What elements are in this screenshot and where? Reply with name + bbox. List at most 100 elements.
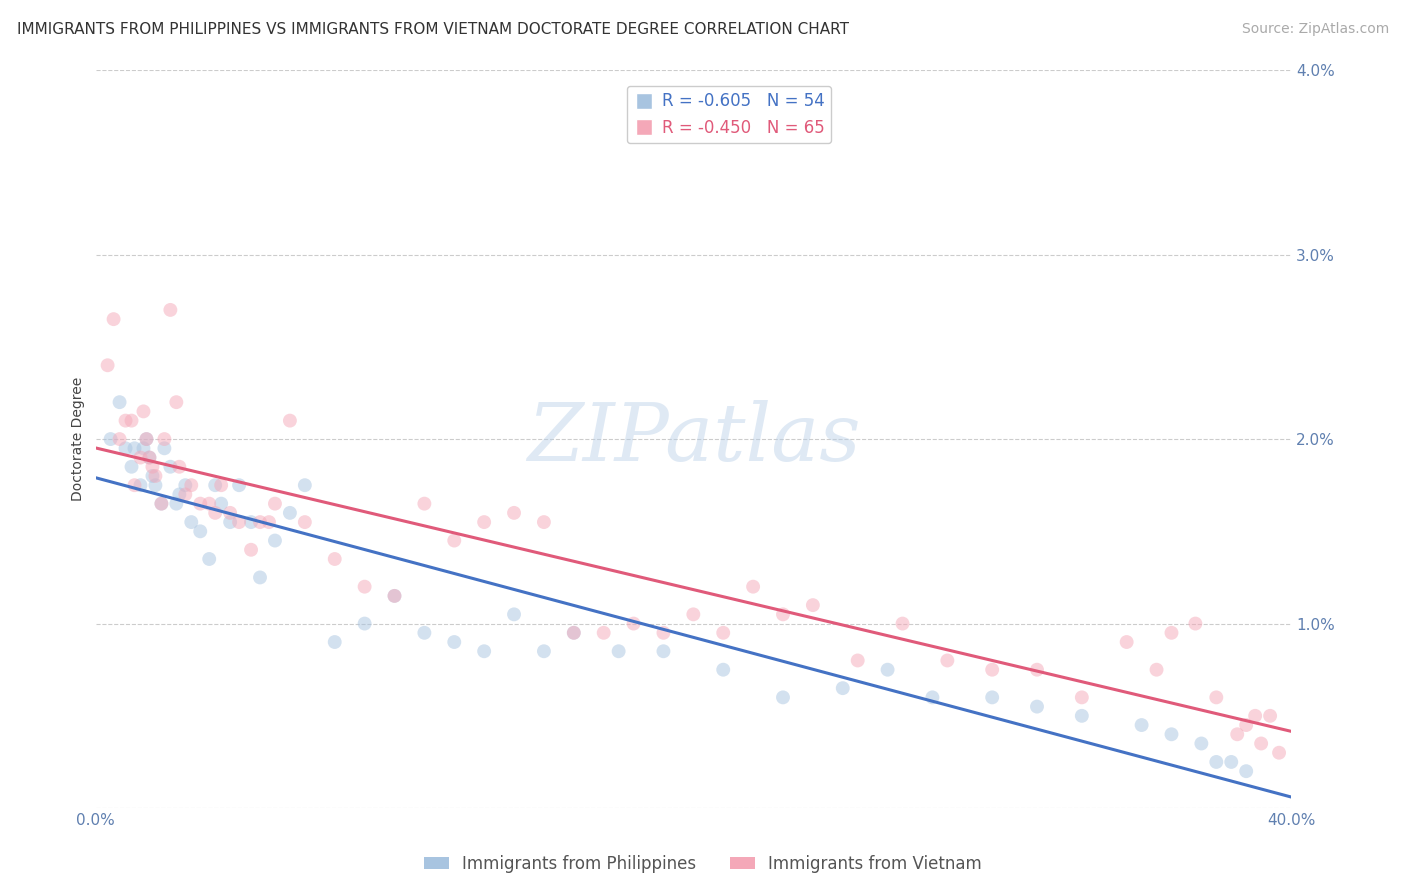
- Point: [831, 681, 853, 695]
- Point: [219, 506, 242, 520]
- Point: [384, 589, 406, 603]
- Point: [592, 625, 614, 640]
- Point: [219, 515, 242, 529]
- Point: [188, 524, 211, 539]
- Point: [108, 432, 131, 446]
- Point: [323, 635, 346, 649]
- Point: [150, 497, 173, 511]
- Point: [443, 635, 465, 649]
- Point: [472, 644, 495, 658]
- Point: [264, 533, 287, 548]
- Point: [180, 515, 202, 529]
- Point: [121, 459, 143, 474]
- Point: [174, 487, 197, 501]
- Point: [1184, 616, 1206, 631]
- Text: Source: ZipAtlas.com: Source: ZipAtlas.com: [1241, 22, 1389, 37]
- Point: [1160, 625, 1182, 640]
- Point: [121, 414, 143, 428]
- Point: [503, 607, 526, 622]
- Point: [108, 395, 131, 409]
- Point: [129, 450, 152, 465]
- Point: [1070, 708, 1092, 723]
- Point: [623, 616, 645, 631]
- Point: [257, 515, 280, 529]
- Point: [294, 515, 316, 529]
- Point: [124, 442, 146, 456]
- Point: [562, 625, 585, 640]
- Point: [294, 478, 316, 492]
- Point: [132, 404, 155, 418]
- Point: [1160, 727, 1182, 741]
- Point: [278, 414, 301, 428]
- Point: [846, 653, 869, 667]
- Point: [921, 690, 943, 705]
- Point: [278, 506, 301, 520]
- Point: [138, 450, 160, 465]
- Point: [876, 663, 898, 677]
- Point: [711, 663, 734, 677]
- Point: [981, 690, 1004, 705]
- Point: [936, 653, 959, 667]
- Legend: R = -0.605   N = 54, R = -0.450   N = 65: R = -0.605 N = 54, R = -0.450 N = 65: [627, 86, 831, 144]
- Point: [150, 497, 173, 511]
- Point: [159, 302, 181, 317]
- Point: [141, 469, 163, 483]
- Point: [132, 442, 155, 456]
- Point: [772, 690, 794, 705]
- Point: [413, 497, 436, 511]
- Point: [1234, 718, 1257, 732]
- Point: [135, 432, 157, 446]
- Point: [174, 478, 197, 492]
- Point: [129, 478, 152, 492]
- Point: [652, 644, 675, 658]
- Point: [114, 442, 136, 456]
- Point: [981, 663, 1004, 677]
- Point: [249, 515, 271, 529]
- Point: [114, 414, 136, 428]
- Point: [742, 580, 765, 594]
- Point: [169, 459, 191, 474]
- Point: [533, 515, 555, 529]
- Text: ZIPatlas: ZIPatlas: [527, 401, 860, 478]
- Point: [1146, 663, 1168, 677]
- Point: [801, 598, 824, 612]
- Point: [153, 432, 176, 446]
- Point: [503, 506, 526, 520]
- Y-axis label: Doctorate Degree: Doctorate Degree: [72, 377, 86, 501]
- Point: [891, 616, 914, 631]
- Point: [413, 625, 436, 640]
- Point: [1115, 635, 1137, 649]
- Point: [188, 497, 211, 511]
- Point: [1205, 755, 1227, 769]
- Point: [384, 589, 406, 603]
- Point: [159, 459, 181, 474]
- Point: [204, 506, 226, 520]
- Legend: Immigrants from Philippines, Immigrants from Vietnam: Immigrants from Philippines, Immigrants …: [418, 848, 988, 880]
- Text: IMMIGRANTS FROM PHILIPPINES VS IMMIGRANTS FROM VIETNAM DOCTORATE DEGREE CORRELAT: IMMIGRANTS FROM PHILIPPINES VS IMMIGRANT…: [17, 22, 849, 37]
- Point: [165, 497, 187, 511]
- Point: [124, 478, 146, 492]
- Point: [138, 450, 160, 465]
- Point: [145, 478, 167, 492]
- Point: [1189, 737, 1212, 751]
- Point: [1250, 737, 1272, 751]
- Point: [1268, 746, 1291, 760]
- Point: [1026, 663, 1049, 677]
- Point: [1205, 690, 1227, 705]
- Point: [1244, 708, 1267, 723]
- Point: [533, 644, 555, 658]
- Point: [1258, 708, 1281, 723]
- Point: [249, 570, 271, 584]
- Point: [240, 515, 263, 529]
- Point: [141, 459, 163, 474]
- Point: [169, 487, 191, 501]
- Point: [209, 478, 232, 492]
- Point: [353, 616, 375, 631]
- Point: [472, 515, 495, 529]
- Point: [240, 542, 263, 557]
- Point: [1026, 699, 1049, 714]
- Point: [228, 478, 250, 492]
- Point: [198, 497, 221, 511]
- Point: [264, 497, 287, 511]
- Point: [97, 358, 120, 372]
